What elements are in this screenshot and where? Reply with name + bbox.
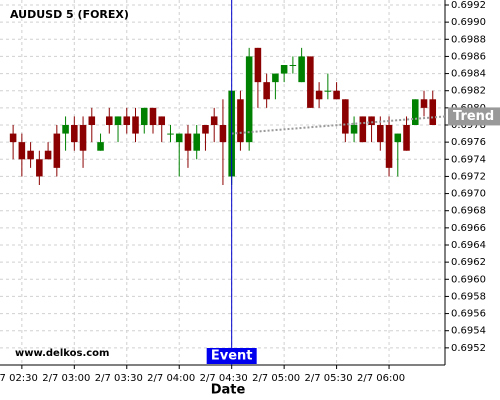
candle-body <box>368 116 375 125</box>
x-tick-label: 2/7 04:00 <box>147 373 195 384</box>
candle-body <box>62 125 69 134</box>
candle-body <box>167 133 174 135</box>
candle-body <box>350 125 358 134</box>
event-label-box <box>206 348 257 364</box>
watermark: www.delkos.com <box>15 348 109 359</box>
x-tick-label: 2/7 03:30 <box>95 373 143 384</box>
y-tick-label: 0.6988 <box>451 34 486 45</box>
y-tick-label: 0.6974 <box>451 154 486 165</box>
y-tick-label: 0.6958 <box>451 291 486 302</box>
candle-body <box>420 99 428 108</box>
candle-body <box>88 116 96 125</box>
candle-body <box>106 116 113 125</box>
y-tick-label: 0.6978 <box>451 120 486 131</box>
y-tick-label: 0.6964 <box>451 240 486 251</box>
candle-body <box>184 133 192 151</box>
candle-body <box>36 159 43 177</box>
candle-body <box>158 116 166 125</box>
x-axis-label: Date <box>211 383 246 398</box>
y-tick-label: 0.6990 <box>451 17 486 28</box>
candle-body <box>140 107 148 125</box>
candle-body <box>272 73 279 83</box>
candle-body <box>394 133 402 143</box>
candle-body <box>429 99 437 125</box>
event-label: Event <box>211 349 253 364</box>
x-tick-label: 2/7 04:30 <box>200 373 248 384</box>
y-tick-label: 0.6952 <box>451 343 486 354</box>
x-tick-label: 2/7 06:00 <box>357 373 405 384</box>
candle-body <box>18 142 26 160</box>
y-tick-label: 0.6972 <box>451 171 486 182</box>
y-tick-label: 0.6960 <box>451 274 486 285</box>
candle-body <box>193 133 200 151</box>
x-tick-label: 2/7 05:00 <box>252 373 300 384</box>
candle-body <box>359 116 367 143</box>
candle-body <box>114 116 122 125</box>
candle-body <box>342 99 349 134</box>
y-tick-label: 0.6968 <box>451 206 486 217</box>
candle-body <box>27 150 34 160</box>
candle-body <box>44 150 52 160</box>
y-tick-label: 0.6992 <box>451 0 486 11</box>
candle-body <box>385 125 393 168</box>
candle-body <box>219 125 227 143</box>
y-tick-label: 0.6956 <box>451 309 486 320</box>
candle-body <box>289 65 297 66</box>
y-tick-label: 0.6984 <box>451 69 486 80</box>
candle-body <box>149 107 157 125</box>
candle-body <box>403 125 410 151</box>
candle-body <box>53 133 61 168</box>
candle-body <box>210 116 218 125</box>
y-tick-label: 0.6976 <box>451 137 486 148</box>
candle-body <box>280 65 288 74</box>
y-tick-label: 0.6954 <box>451 326 486 337</box>
trend-label: Trend <box>453 109 494 124</box>
candle-body <box>333 90 340 100</box>
candle-body <box>254 47 262 83</box>
candle-body <box>175 133 183 143</box>
candle-body <box>132 116 139 134</box>
candle-body <box>315 90 323 100</box>
y-tick-label: 0.6962 <box>451 257 486 268</box>
y-tick-label: 0.6982 <box>451 86 486 97</box>
candle-body <box>79 125 87 151</box>
candle-body <box>202 125 209 134</box>
y-tick-label: 0.6966 <box>451 223 486 234</box>
x-tick-label: 2/7 03:00 <box>42 373 90 384</box>
candle-body <box>298 56 305 83</box>
x-tick-label: 2/7 05:30 <box>305 373 353 384</box>
candle-body <box>263 82 270 100</box>
candle-body <box>9 133 17 143</box>
x-tick-label: 2/7 02:30 <box>0 373 38 384</box>
marks <box>9 47 437 185</box>
candle-body <box>411 99 419 125</box>
candle-body <box>123 116 131 125</box>
candle-body <box>71 125 78 143</box>
candle-body <box>307 56 314 108</box>
candle-body <box>245 56 253 143</box>
chart-title: AUDUSD 5 (FOREX) <box>10 8 129 21</box>
candle-body <box>377 125 384 143</box>
trend-label-box <box>448 107 500 126</box>
y-tick-label: 0.6970 <box>451 189 486 200</box>
y-tick-label: 0.6986 <box>451 51 486 62</box>
candle-body <box>324 90 332 92</box>
candle-body <box>237 99 244 143</box>
candle-body <box>97 142 104 151</box>
